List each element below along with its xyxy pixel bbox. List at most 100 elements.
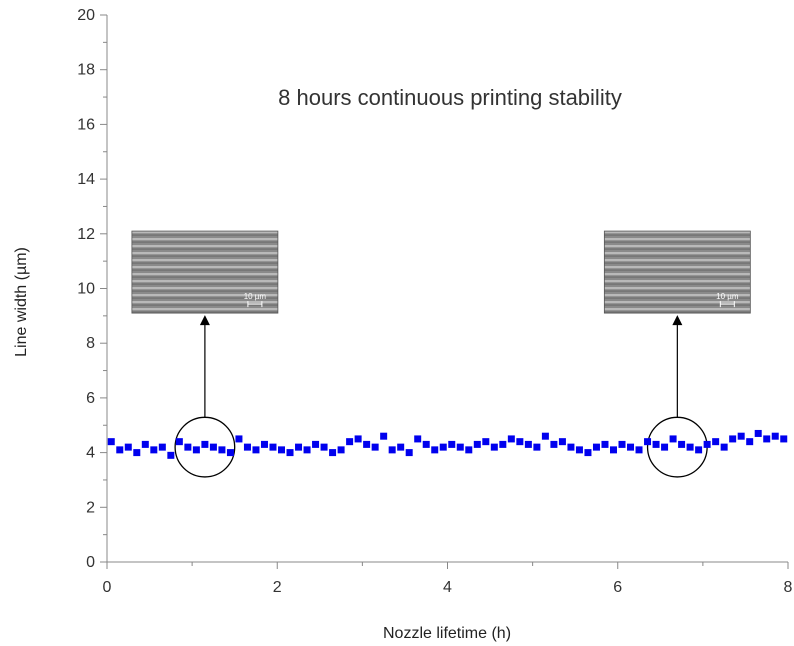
x-axis-title: Nozzle lifetime (h) xyxy=(383,625,511,642)
data-point xyxy=(771,432,779,440)
data-point xyxy=(167,451,175,459)
y-tick-label: 10 xyxy=(77,281,95,298)
data-point xyxy=(635,446,643,454)
data-point xyxy=(644,438,652,446)
data-point xyxy=(260,440,268,448)
data-point xyxy=(678,440,686,448)
y-tick-label: 20 xyxy=(77,7,95,24)
data-point xyxy=(252,446,260,454)
data-point xyxy=(729,435,737,443)
data-point xyxy=(465,446,473,454)
y-tick-label: 16 xyxy=(77,116,95,133)
data-point xyxy=(295,443,303,451)
x-tick-label: 4 xyxy=(443,579,452,596)
data-point xyxy=(686,443,694,451)
arrow-head xyxy=(199,315,210,326)
x-tick-label: 2 xyxy=(273,579,282,596)
data-point xyxy=(397,443,405,451)
y-tick-label: 0 xyxy=(86,554,95,571)
micrograph-inset xyxy=(131,230,279,314)
data-point xyxy=(175,438,183,446)
y-tick-label: 4 xyxy=(86,445,95,462)
data-point xyxy=(754,429,762,437)
data-point xyxy=(609,446,617,454)
data-point xyxy=(703,440,711,448)
data-point xyxy=(431,446,439,454)
data-point xyxy=(516,438,524,446)
data-point xyxy=(107,438,115,446)
x-tick-label: 8 xyxy=(784,579,793,596)
y-tick-label: 2 xyxy=(86,499,95,516)
data-point xyxy=(712,438,720,446)
y-tick-label: 18 xyxy=(77,62,95,79)
data-point xyxy=(133,449,141,457)
data-point xyxy=(439,443,447,451)
data-point xyxy=(286,449,294,457)
data-point xyxy=(405,449,413,457)
data-point xyxy=(507,435,515,443)
data-point xyxy=(601,440,609,448)
data-point xyxy=(278,446,286,454)
scale-bar-label: 10 µm xyxy=(716,292,739,301)
data-point xyxy=(235,435,243,443)
data-point xyxy=(303,446,311,454)
data-point xyxy=(448,440,456,448)
data-point xyxy=(158,443,166,451)
x-tick-label: 6 xyxy=(613,579,622,596)
y-tick-label: 14 xyxy=(77,171,95,188)
data-point xyxy=(499,440,507,448)
axes: 0 2 4 6 8 10 12 14 16 18 20 0 2 4 6 8 xyxy=(77,7,792,596)
data-point xyxy=(524,440,532,448)
data-point xyxy=(116,446,124,454)
data-point xyxy=(312,440,320,448)
y-tick-label: 12 xyxy=(77,226,95,243)
data-point xyxy=(746,438,754,446)
data-point xyxy=(558,438,566,446)
data-point xyxy=(652,440,660,448)
data-point xyxy=(218,446,226,454)
data-point xyxy=(763,435,771,443)
data-point xyxy=(490,443,498,451)
scale-bar-label: 10 µm xyxy=(244,292,267,301)
data-point xyxy=(329,449,337,457)
data-point xyxy=(780,435,788,443)
data-point xyxy=(320,443,328,451)
data-point xyxy=(380,432,388,440)
data-point xyxy=(141,440,149,448)
data-point xyxy=(720,443,728,451)
data-point xyxy=(414,435,422,443)
y-axis-title: Line width (µm) xyxy=(13,247,30,357)
data-point xyxy=(124,443,132,451)
data-point xyxy=(456,443,464,451)
data-point xyxy=(422,440,430,448)
data-point xyxy=(661,443,669,451)
data-point xyxy=(592,443,600,451)
data-point xyxy=(618,440,626,448)
data-points xyxy=(107,429,788,459)
data-point xyxy=(337,446,345,454)
data-point xyxy=(533,443,541,451)
data-point xyxy=(243,443,251,451)
data-point xyxy=(541,432,549,440)
micrograph-inset xyxy=(603,230,751,314)
data-point xyxy=(192,446,200,454)
data-point xyxy=(575,446,583,454)
data-point xyxy=(371,443,379,451)
x-tick-label: 0 xyxy=(103,579,112,596)
data-point xyxy=(550,440,558,448)
chart-title: 8 hours continuous printing stability xyxy=(278,85,622,110)
data-point xyxy=(150,446,158,454)
annotations: 10 µm 10 µm xyxy=(131,230,751,478)
data-point xyxy=(473,440,481,448)
data-point xyxy=(269,443,277,451)
data-point xyxy=(695,446,703,454)
data-point xyxy=(226,449,234,457)
data-point xyxy=(209,443,217,451)
data-point xyxy=(482,438,490,446)
y-tick-label: 8 xyxy=(86,335,95,352)
data-point xyxy=(567,443,575,451)
data-point xyxy=(669,435,677,443)
data-point xyxy=(363,440,371,448)
data-point xyxy=(737,432,745,440)
